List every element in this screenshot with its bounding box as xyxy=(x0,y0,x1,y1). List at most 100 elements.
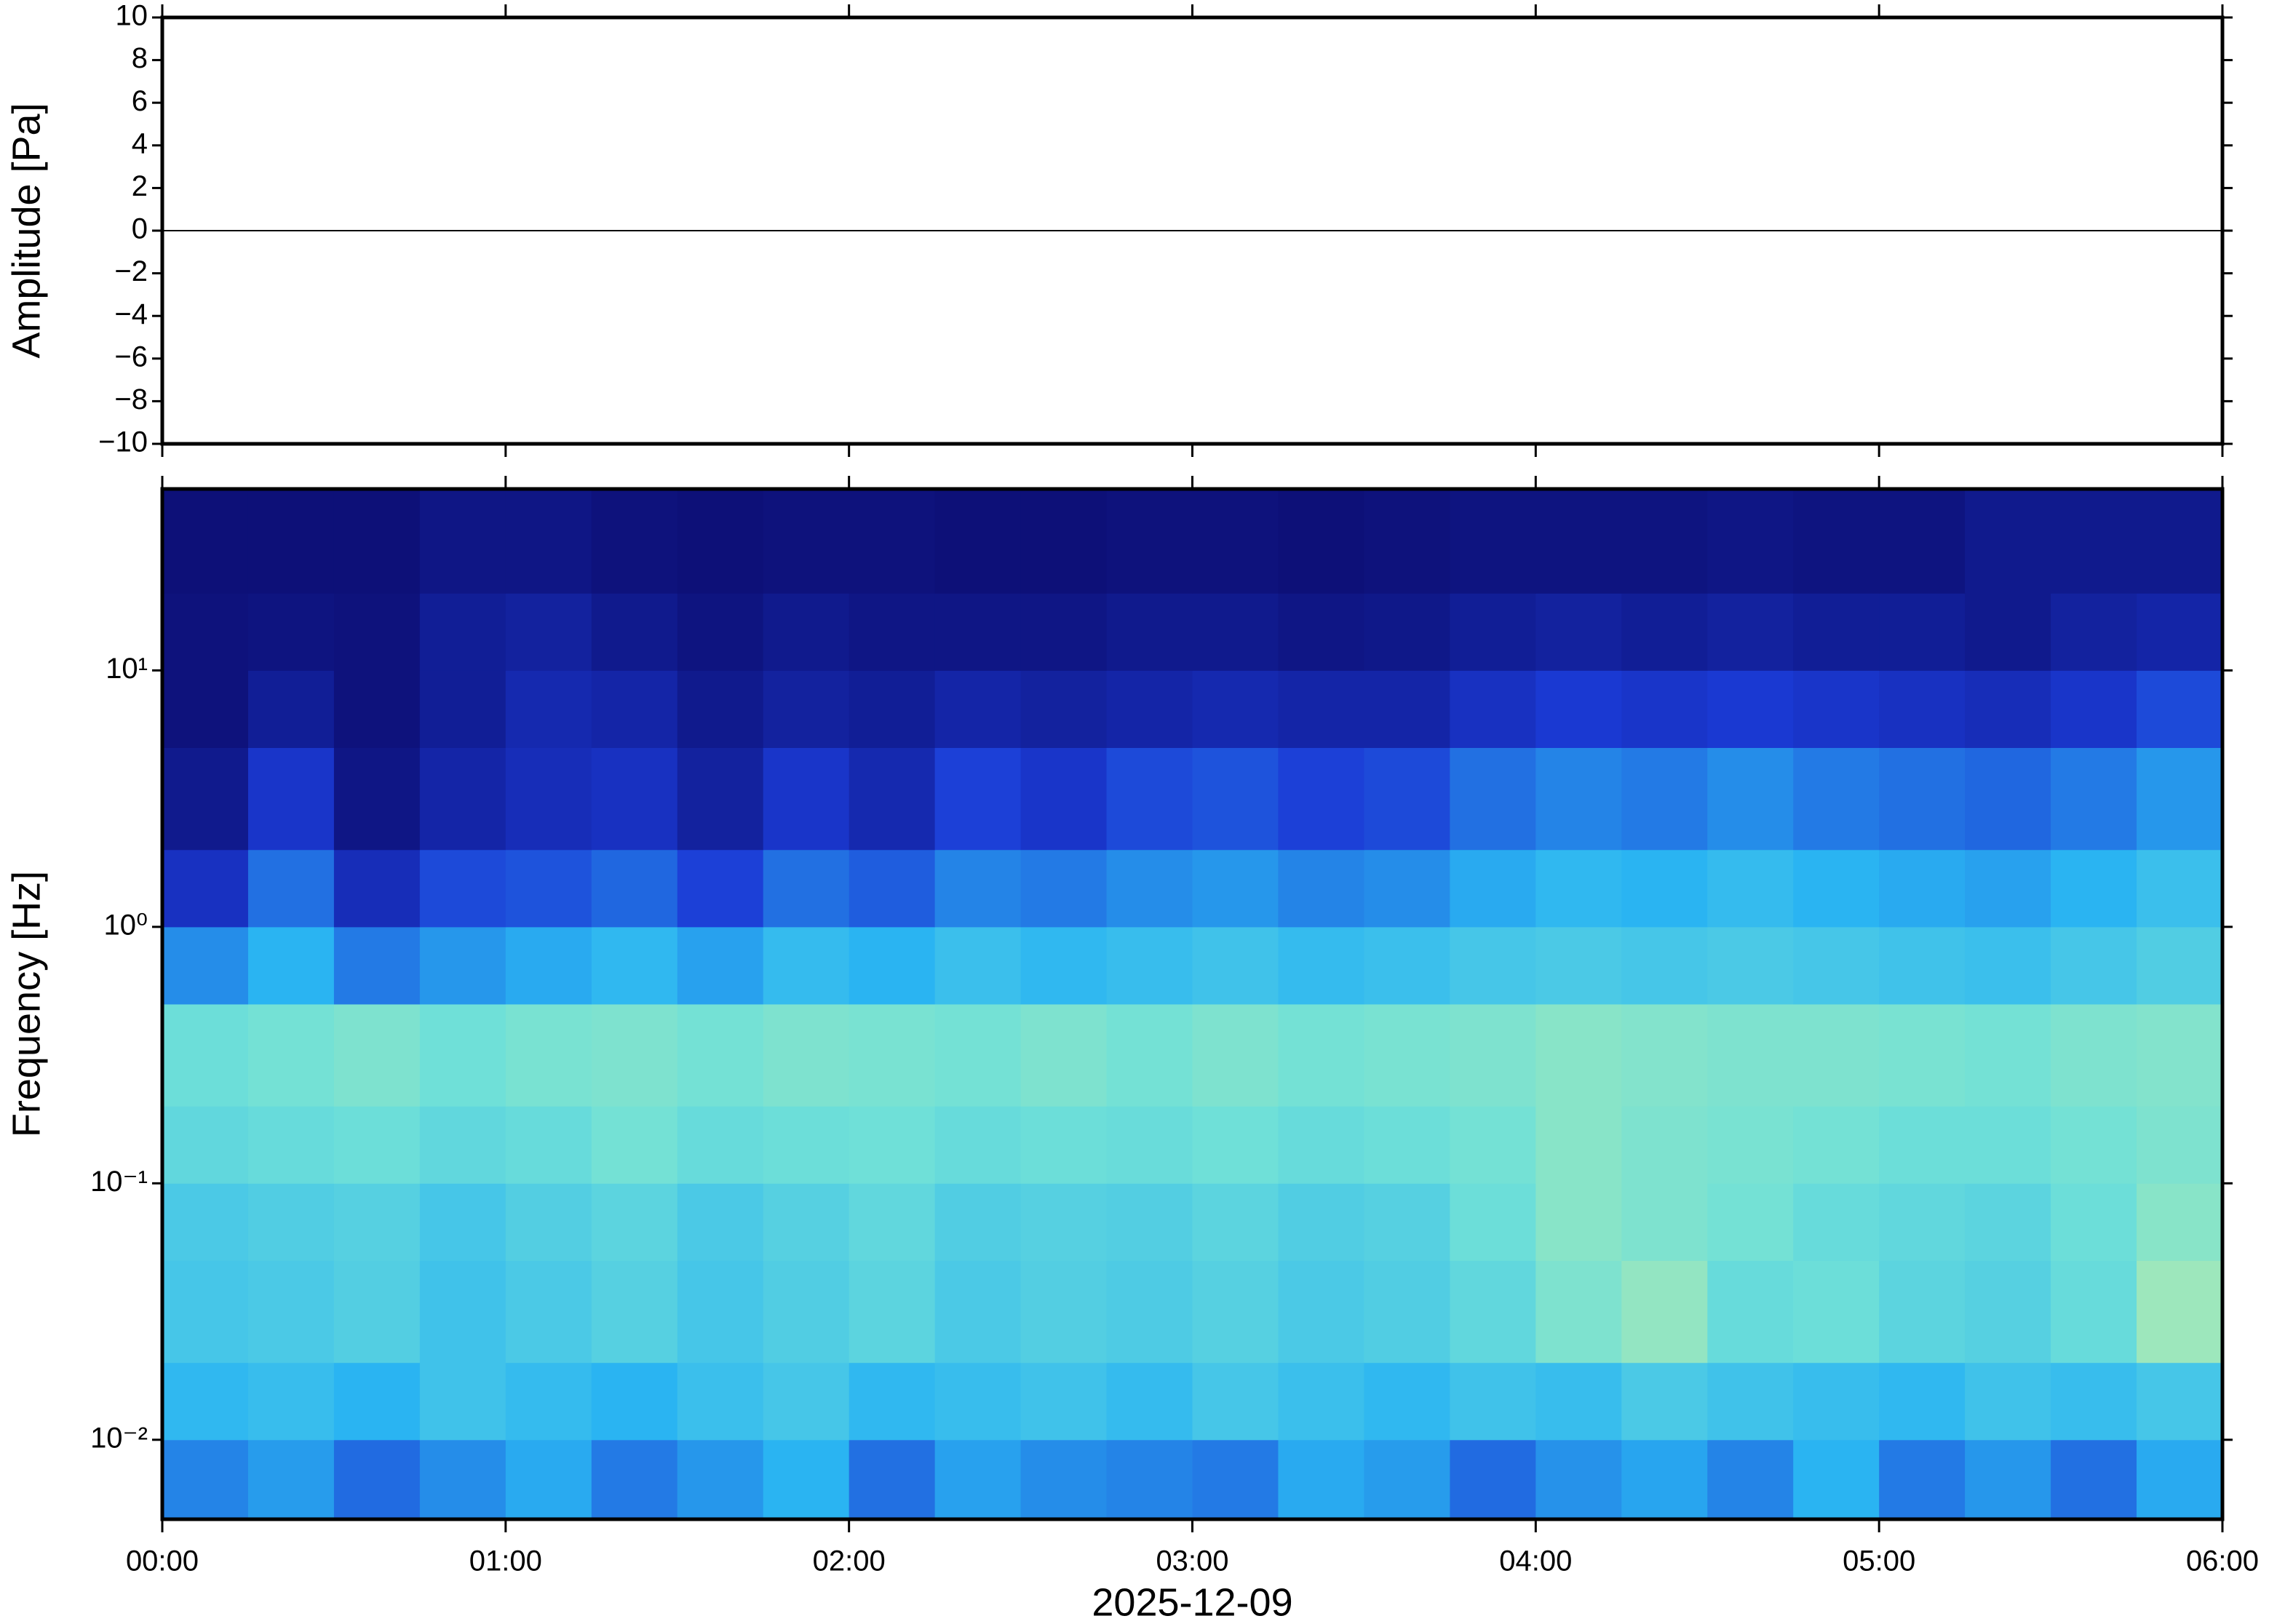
spectrogram-cell xyxy=(1192,670,1279,749)
spectrogram-cell xyxy=(1879,1106,1966,1184)
spectrogram-cell xyxy=(934,1106,1022,1184)
spectrogram-cell xyxy=(1278,1003,1364,1107)
spectrogram-cell xyxy=(162,1439,249,1520)
x-tick-label: 04:00 xyxy=(1499,1545,1572,1577)
spectrogram-cell xyxy=(1192,849,1279,928)
spectrogram-cell xyxy=(1020,1362,1108,1441)
y-tick-label: 8 xyxy=(132,42,148,74)
spectrogram-cell xyxy=(1106,849,1193,928)
spectrogram-cell xyxy=(763,489,850,594)
spectrogram-cell xyxy=(247,1003,335,1107)
spectrogram-cell xyxy=(1450,747,1536,851)
spectrogram-cell xyxy=(1278,670,1364,749)
spectrogram-cell xyxy=(591,1106,678,1184)
spectrogram-cell xyxy=(419,1439,506,1520)
spectrogram-cell xyxy=(247,593,335,671)
spectrogram-cell xyxy=(1535,1260,1622,1364)
spectrogram-cell xyxy=(162,1003,249,1107)
spectrogram-cell xyxy=(1793,1003,1880,1107)
spectrogram-cell xyxy=(247,926,335,1005)
spectrogram-cell xyxy=(1879,747,1966,851)
spectrogram-cell xyxy=(247,1439,335,1520)
spectrogram-cell xyxy=(1192,1260,1279,1364)
spectrogram-cell xyxy=(419,489,506,594)
spectrogram-cell xyxy=(934,747,1022,851)
spectrogram-cell xyxy=(1793,1183,1880,1261)
spectrogram-cell xyxy=(2051,1362,2137,1441)
spectrogram-cell xyxy=(934,593,1022,671)
spectrogram-cell xyxy=(1020,593,1108,671)
spectrogram-cell xyxy=(1450,1260,1536,1364)
spectrogram-cell xyxy=(247,1362,335,1441)
spectrogram-cell xyxy=(1278,926,1364,1005)
spectrogram-cell xyxy=(1020,489,1108,594)
spectrogram-cell xyxy=(849,1003,936,1107)
spectrogram-cell xyxy=(1535,747,1622,851)
spectrogram-cell xyxy=(849,670,936,749)
spectrogram-cell xyxy=(1535,849,1622,928)
spectrogram-cell xyxy=(2137,926,2223,1005)
spectrogram-cell xyxy=(849,1362,936,1441)
spectrogram-cell xyxy=(247,1183,335,1261)
spectrogram-cell xyxy=(419,1362,506,1441)
y-tick-label: 10 xyxy=(116,0,148,32)
y-tick-label: 6 xyxy=(132,85,148,117)
spectrogram-cell xyxy=(1364,747,1450,851)
spectrogram-cell xyxy=(419,1003,506,1107)
spectrogram-cell xyxy=(1879,670,1966,749)
spectrogram-cell xyxy=(2137,1439,2223,1520)
spectrogram-cell xyxy=(763,1260,850,1364)
spectrogram-cell xyxy=(1707,1106,1794,1184)
spectrogram-cell xyxy=(1364,1183,1450,1261)
spectrogram-cell xyxy=(1707,747,1794,851)
spectrogram-cell xyxy=(505,849,592,928)
spectrogram-cell xyxy=(591,670,678,749)
spectrogram-cell xyxy=(1278,1439,1364,1520)
spectrogram-cell xyxy=(849,747,936,851)
spectrogram-cell xyxy=(162,1260,249,1364)
spectrogram-cell xyxy=(419,670,506,749)
spectrogram-cell xyxy=(2051,1260,2137,1364)
spectrogram-cell xyxy=(934,1439,1022,1520)
spectrogram-cell xyxy=(162,593,249,671)
spectrogram-cell xyxy=(419,849,506,928)
spectrogram-cell xyxy=(1020,1439,1108,1520)
spectrogram-cell xyxy=(934,1003,1022,1107)
spectrogram-cell xyxy=(2137,1183,2223,1261)
spectrogram-cell xyxy=(333,670,421,749)
spectrogram-cell xyxy=(1450,489,1536,594)
spectrogram-cell xyxy=(1707,926,1794,1005)
spectrogram-cell xyxy=(1450,1003,1536,1107)
spectrogram-cell xyxy=(1707,1183,1794,1261)
spectrogram-cell xyxy=(419,1106,506,1184)
spectrogram-cell xyxy=(2051,489,2137,594)
spectrogram-cell xyxy=(1364,926,1450,1005)
x-tick-label: 01:00 xyxy=(469,1545,542,1577)
spectrogram-cell xyxy=(934,489,1022,594)
spectrogram-cell xyxy=(247,670,335,749)
spectrogram-cell xyxy=(162,489,249,594)
spectrogram-cell xyxy=(591,1260,678,1364)
spectrogram-cell xyxy=(677,1260,764,1364)
spectrogram-cell xyxy=(333,849,421,928)
spectrogram-cell xyxy=(849,1439,936,1520)
spectrogram-cell xyxy=(505,1003,592,1107)
spectrogram-cell xyxy=(1364,593,1450,671)
spectrogram-cell xyxy=(1965,1260,2051,1364)
spectrogram-cell xyxy=(2137,489,2223,594)
spectrogram-cell xyxy=(1707,593,1794,671)
spectrogram-cell xyxy=(2051,1439,2137,1520)
spectrogram-cell xyxy=(1965,1003,2051,1107)
spectrogram-cell xyxy=(1364,849,1450,928)
spectrogram-cell xyxy=(1879,1183,1966,1261)
spectrogram-cell xyxy=(333,1106,421,1184)
spectrogram-cell xyxy=(162,1183,249,1261)
spectrogram-cell xyxy=(849,1183,936,1261)
spectrogram-cell xyxy=(1621,670,1708,749)
spectrogram-cell xyxy=(1535,489,1622,594)
spectrogram-cell xyxy=(677,1439,764,1520)
spectrogram-cell xyxy=(591,849,678,928)
spectrogram-cell xyxy=(1192,1003,1279,1107)
spectrogram-cell xyxy=(1535,1003,1622,1107)
y-axis-label: Amplitude [Pa] xyxy=(4,103,48,358)
